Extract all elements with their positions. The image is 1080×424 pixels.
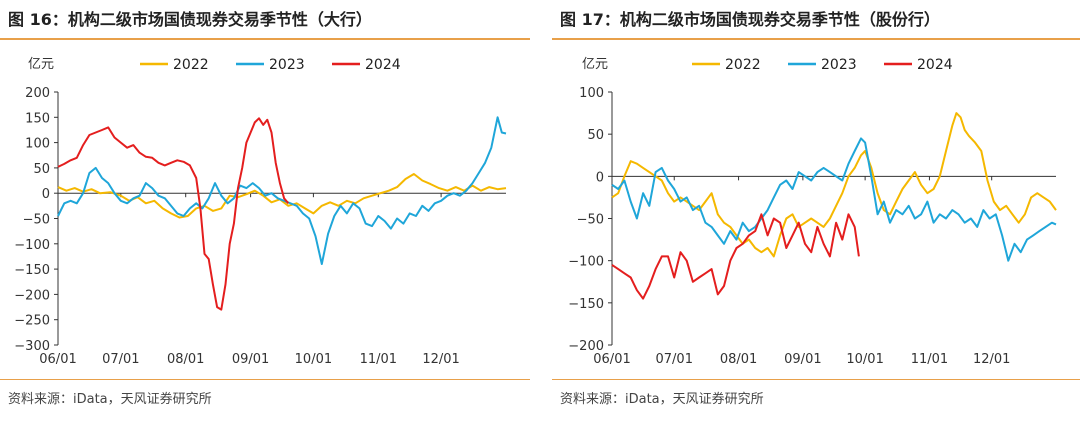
x-tick-label: 08/01 [167,352,204,367]
y-tick-label: −200 [568,339,604,354]
line-chart-large-banks: 亿元 2022 2023 2024 200 150 100 50 0 −50 −100 −150 −20… [14,57,507,367]
y-tick-label: −150 [568,297,604,312]
legend-label: 2024 [365,57,401,73]
y-tick-label: 100 [25,137,50,152]
series-line-2022 [611,112,1057,258]
series-line-2023 [57,116,507,265]
series-line-2024 [57,117,290,311]
x-tick-label: 08/01 [720,352,757,367]
x-tick-label: 09/01 [784,352,821,367]
source-divider [0,379,530,380]
legend-label: 2023 [269,57,305,73]
x-tick-label: 10/01 [846,352,883,367]
legend-label: 2022 [173,57,209,73]
y-tick-label: 150 [25,111,50,126]
series-line-2024 [611,213,860,300]
legend-label: 2024 [917,57,953,73]
x-tick-label: 06/01 [39,352,76,367]
source-note: 资料来源：iData，天风证券研究所 [560,392,764,407]
y-tick-label: −100 [568,255,604,270]
chart-panel-right: 图 17：机构二级市场国债现券交易季节性（股份行） 亿元 2022 2023 2024… [552,0,1080,424]
x-tick-label: 12/01 [422,352,459,367]
chart-panel-left: 图 16：机构二级市场国债现券交易季节性（大行） 亿元 2022 2023 2024 2… [0,0,530,424]
x-tick-label: 07/01 [102,352,139,367]
chart-title: 图 16：机构二级市场国债现券交易季节性（大行） [8,10,372,29]
y-tick-label: −50 [23,213,50,228]
y-axis-unit: 亿元 [28,57,54,72]
y-tick-label: 0 [42,187,50,202]
source-divider [552,379,1080,380]
y-tick-label: 0 [596,170,604,185]
title-divider [0,38,530,40]
x-tick-label: 11/01 [911,352,948,367]
title-divider [552,38,1080,40]
chart-title: 图 17：机构二级市场国债现券交易季节性（股份行） [560,10,940,29]
x-tick-label: 07/01 [656,352,693,367]
y-tick-label: −100 [14,238,50,253]
x-tick-label: 11/01 [360,352,397,367]
x-tick-label: 10/01 [295,352,332,367]
x-tick-label: 12/01 [973,352,1010,367]
series-line-2022 [57,173,507,219]
source-note: 资料来源：iData，天风证券研究所 [8,392,212,407]
y-tick-label: 50 [33,162,50,177]
y-tick-label: −250 [14,314,50,329]
y-tick-label: −200 [14,288,50,303]
y-tick-label: −50 [577,213,604,228]
legend-label: 2023 [821,57,857,73]
line-chart-joint-stock-banks: 亿元 2022 2023 2024 100 50 0 −50 −100 −150 −20006/01… [568,57,1057,367]
x-tick-label: 09/01 [232,352,269,367]
x-tick-label: 06/01 [593,352,630,367]
series-line-2023 [611,137,1057,262]
legend-label: 2022 [725,57,761,73]
y-axis-unit: 亿元 [582,57,608,72]
y-tick-label: 200 [25,86,50,101]
y-tick-label: 50 [587,128,604,143]
y-tick-label: −150 [14,263,50,278]
y-tick-label: −300 [14,339,50,354]
y-tick-label: 100 [579,86,604,101]
